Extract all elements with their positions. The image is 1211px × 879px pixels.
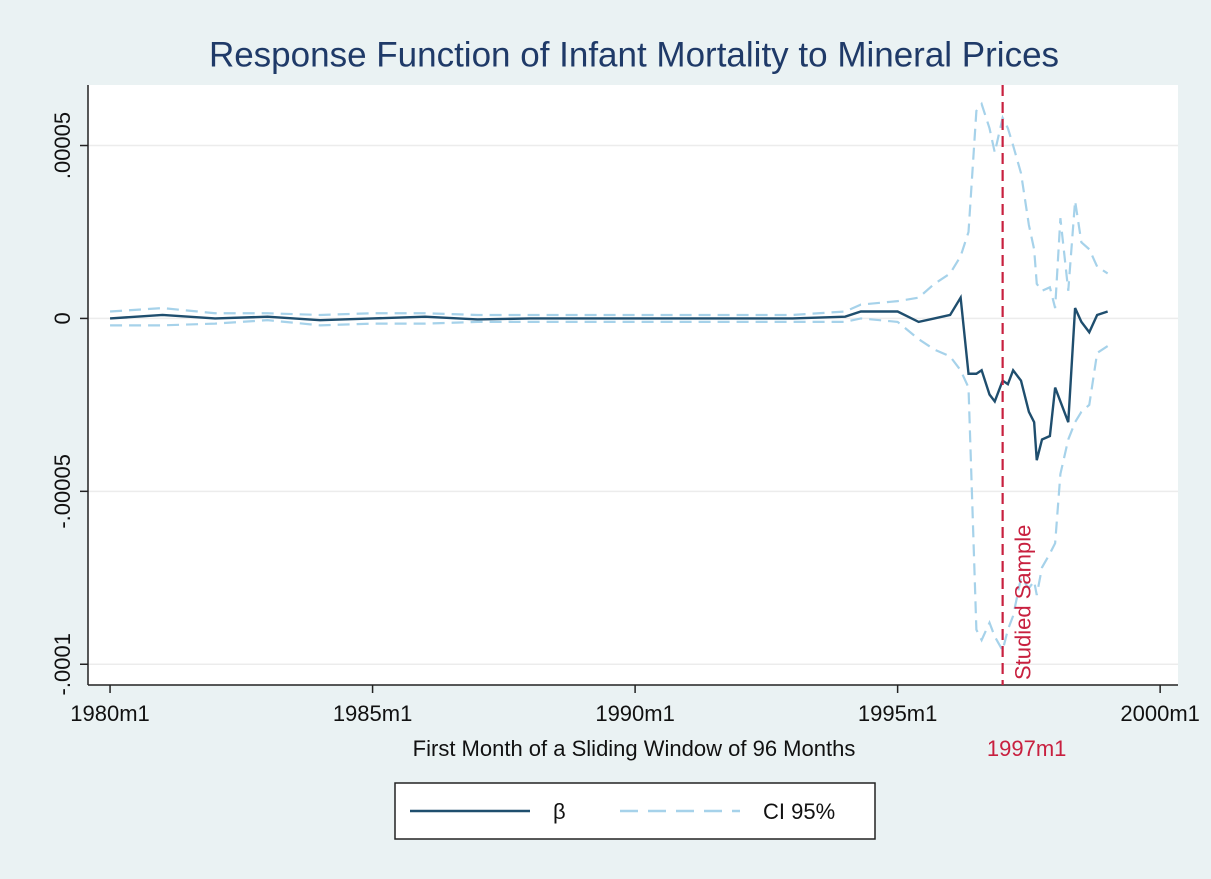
legend-label: β	[553, 799, 566, 824]
reference-label: Studied Sample	[1010, 525, 1035, 680]
chart-title: Response Function of Infant Mortality to…	[209, 35, 1059, 74]
y-tick-label: .00005	[50, 112, 75, 179]
x-axis-label: First Month of a Sliding Window of 96 Mo…	[413, 736, 856, 761]
x-tick-label: 1980m1	[70, 701, 150, 726]
y-tick-label: -.00005	[50, 454, 75, 529]
x-tick-label: 1995m1	[858, 701, 938, 726]
legend-label: CI 95%	[763, 799, 835, 824]
reference-tick-label: 1997m1	[987, 736, 1067, 761]
ci-line	[109, 101, 1109, 317]
line	[109, 294, 1109, 461]
y-tick-label: 0	[50, 312, 75, 324]
y-tick-label: -.0001	[50, 633, 75, 695]
plot-area	[88, 85, 1178, 685]
x-tick-label: 1990m1	[595, 701, 675, 726]
ci-line	[110, 317, 1109, 654]
x-tick-label: 2000m1	[1120, 701, 1200, 726]
x-tick-label: 1985m1	[333, 701, 413, 726]
